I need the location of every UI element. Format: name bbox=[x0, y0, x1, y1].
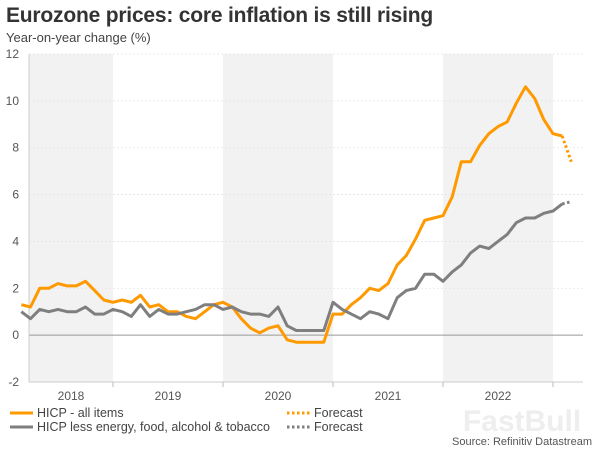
y-tick-label: 8 bbox=[12, 141, 19, 155]
y-tick-label: 0 bbox=[12, 328, 19, 342]
series-line-core bbox=[20, 202, 564, 332]
x-tick-label: 2019 bbox=[155, 389, 182, 403]
year-band-2020 bbox=[223, 54, 333, 382]
legend-label-hicp: HICP - all items bbox=[37, 406, 124, 420]
y-tick-label: 10 bbox=[6, 94, 20, 108]
y-tick-label: 6 bbox=[12, 188, 19, 202]
series-line-hicp bbox=[20, 85, 563, 344]
y-tick-label: 2 bbox=[12, 281, 19, 295]
source-note: Source: Refinitiv Datastream bbox=[452, 436, 592, 448]
x-tick-label: 2018 bbox=[58, 389, 85, 403]
x-tick-label: 2021 bbox=[375, 389, 402, 403]
forecast-line-hicp bbox=[560, 135, 573, 163]
y-tick-label: 4 bbox=[12, 234, 19, 248]
legend-label-core: HICP less energy, food, alcohol & tobacc… bbox=[37, 420, 270, 434]
x-tick-label: 2020 bbox=[265, 389, 292, 403]
y-tick-label: -2 bbox=[8, 375, 19, 389]
legend-label-hicp-forecast: Forecast bbox=[314, 406, 363, 420]
forecast-line-core bbox=[561, 200, 572, 206]
chart-title: Eurozone prices: core inflation is still… bbox=[6, 4, 434, 27]
chart-subtitle: Year-on-year change (%) bbox=[6, 30, 151, 45]
year-band-2018 bbox=[29, 54, 113, 382]
legend-label-core-forecast: Forecast bbox=[314, 420, 363, 434]
x-tick-label: 2022 bbox=[485, 389, 512, 403]
watermark: FastBull bbox=[463, 405, 581, 438]
legend: HICP - all items Forecast HICP less ener… bbox=[10, 406, 363, 434]
y-tick-label: 12 bbox=[6, 47, 20, 61]
